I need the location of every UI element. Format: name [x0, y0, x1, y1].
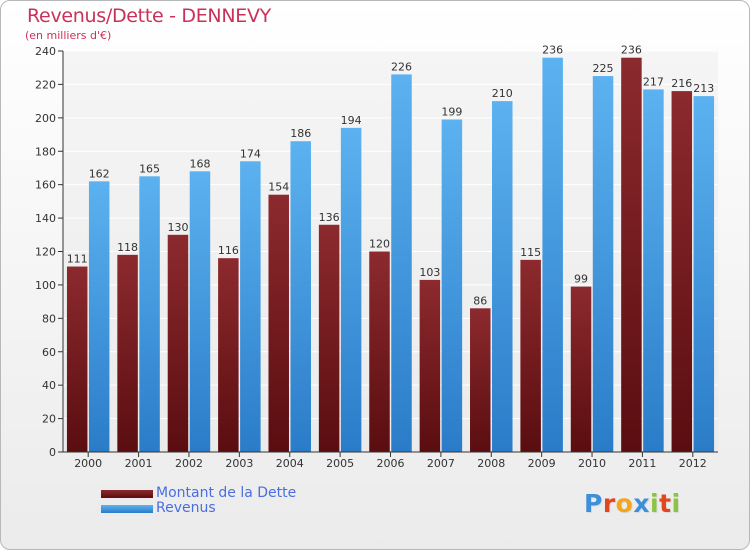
y-tick-label: 0: [49, 446, 56, 459]
bar-revenus: [441, 119, 463, 453]
bar-dette: [167, 234, 189, 452]
y-tick-label: 200: [35, 112, 56, 125]
data-label-dette: 120: [369, 238, 390, 251]
y-tick-label: 100: [35, 279, 56, 292]
x-tick-label: 2008: [477, 457, 505, 470]
data-label-revenus: 213: [693, 82, 714, 95]
x-tick-label: 2007: [427, 457, 455, 470]
y-tick-label: 80: [42, 312, 56, 325]
data-label-revenus: 225: [593, 62, 614, 75]
data-label-dette: 118: [117, 241, 138, 254]
legend-swatch-dette: [101, 490, 153, 498]
bar-revenus: [290, 141, 311, 452]
bar-revenus: [492, 101, 513, 452]
x-tick-label: 2004: [276, 457, 304, 470]
bar-revenus: [693, 96, 715, 453]
bar-dette: [470, 308, 491, 452]
axes: 0 20 40 60 80 100 120 140 160 180 200 220 240 2000 200…: [35, 45, 718, 470]
x-tick-label: 2010: [578, 457, 606, 470]
data-label-revenus: 174: [240, 147, 261, 160]
data-label-dette: 103: [419, 266, 440, 279]
legend-swatch-revenus: [101, 505, 153, 513]
data-label-dette: 136: [319, 211, 340, 224]
y-tick-label: 140: [35, 212, 56, 225]
data-label-dette: 116: [218, 244, 239, 257]
x-tick-label: 2000: [74, 457, 102, 470]
data-label-revenus: 217: [643, 75, 664, 88]
bar-revenus: [542, 57, 563, 452]
bar-revenus: [139, 176, 160, 452]
bar-dette: [66, 266, 88, 452]
data-label-dette: 99: [574, 273, 588, 286]
data-label-revenus: 168: [189, 157, 210, 170]
data-label-dette: 130: [167, 221, 188, 234]
logo-letter: o: [615, 489, 634, 518]
y-tick-label: 120: [35, 246, 56, 259]
x-tick-label: 2011: [628, 457, 656, 470]
data-label-dette: 86: [473, 294, 487, 307]
bar-dette: [318, 224, 340, 452]
bars: [66, 57, 715, 453]
bar-revenus: [340, 127, 362, 452]
y-tick-label: 180: [35, 145, 56, 158]
bar-dette: [671, 91, 693, 452]
data-label-dette: 115: [520, 246, 541, 259]
data-label-dette: 154: [268, 181, 289, 194]
bar-dette: [419, 279, 441, 452]
x-tick-label: 2012: [679, 457, 707, 470]
data-label-dette: 236: [621, 44, 642, 57]
data-label-revenus: 199: [441, 106, 462, 119]
legend-label-dette: Montant de la Dette: [156, 485, 297, 501]
data-label-dette: 216: [671, 77, 692, 90]
data-label-revenus: 210: [492, 87, 513, 100]
data-label-revenus: 226: [391, 60, 412, 73]
x-tick-label: 2002: [175, 457, 203, 470]
y-tick-label: 40: [42, 379, 56, 392]
data-label-revenus: 194: [341, 114, 362, 127]
chart-subtitle: (en milliers d'€): [25, 29, 112, 42]
x-tick-label: 2005: [326, 457, 354, 470]
data-label-revenus: 186: [290, 127, 311, 140]
bar-revenus: [391, 74, 412, 453]
y-tick-label: 160: [35, 179, 56, 192]
bar-dette: [218, 258, 239, 452]
logo-letter: x: [633, 489, 650, 518]
data-label-revenus: 165: [139, 162, 160, 175]
bar-revenus: [88, 181, 110, 452]
bar-revenus: [240, 161, 261, 452]
bar-dette: [268, 194, 289, 453]
logo-letter: i: [671, 489, 681, 518]
x-tick-label: 2001: [125, 457, 153, 470]
bar-dette: [520, 259, 541, 452]
x-tick-label: 2006: [377, 457, 405, 470]
data-label-revenus: 162: [89, 167, 110, 180]
data-labels: 111 162 118 165 130 168 116 174 154 186 136 194 120 2…: [67, 44, 715, 308]
bar-dette: [621, 57, 642, 452]
bar-dette: [369, 251, 390, 452]
data-label-dette: 111: [67, 253, 88, 266]
logo-letter: t: [659, 489, 672, 518]
logo-letter: P: [584, 489, 603, 518]
x-tick-label: 2009: [528, 457, 556, 470]
bar-revenus: [189, 171, 211, 453]
bar-dette: [117, 254, 138, 452]
y-tick-label: 20: [42, 413, 56, 426]
logo-letter: r: [602, 489, 616, 518]
data-label-revenus: 236: [542, 44, 563, 57]
bar-revenus: [643, 89, 664, 452]
chart-title: Revenus/Dette - DENNEVY: [27, 5, 271, 27]
legend-label-revenus: Revenus: [156, 500, 216, 516]
y-tick-label: 220: [35, 78, 56, 91]
bar-revenus: [592, 76, 614, 452]
bar-dette: [570, 286, 592, 452]
x-tick-label: 2003: [225, 457, 253, 470]
y-tick-label: 240: [35, 45, 56, 58]
proxiti-logo: Proxiti: [584, 489, 681, 518]
logo-letter: i: [650, 489, 660, 518]
y-tick-label: 60: [42, 346, 56, 359]
